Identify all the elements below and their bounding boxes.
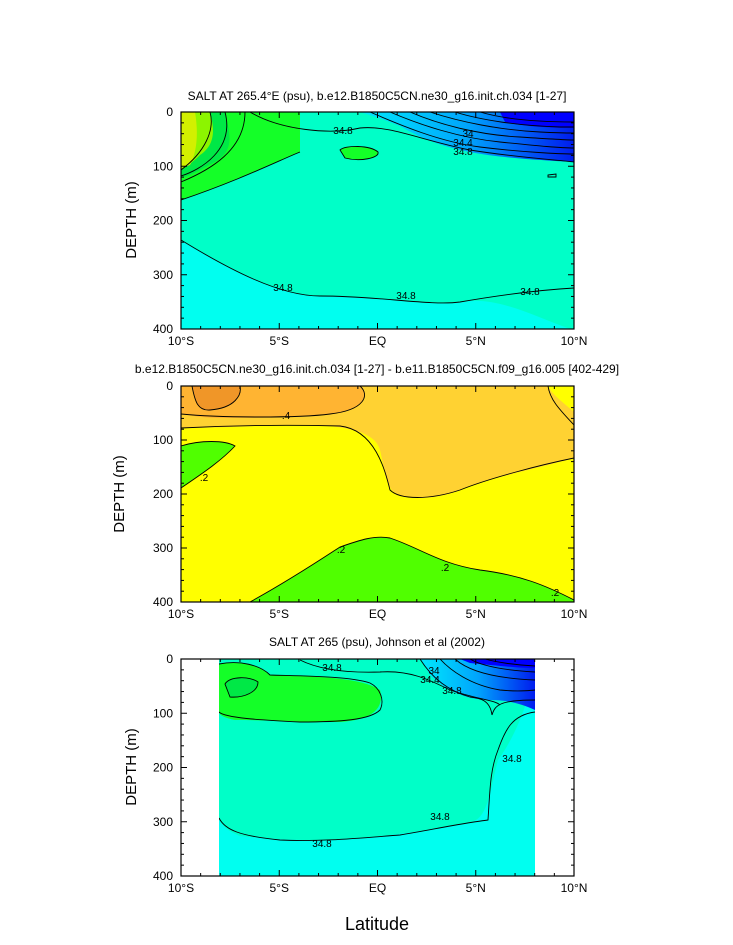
p3-clabel: 34.8	[430, 812, 450, 823]
x-tick-label: 5°N	[466, 607, 486, 621]
p1-clabel: 34	[462, 129, 474, 140]
p2-clabel: .2	[200, 473, 209, 484]
panel-3-contour-labels: 34.8 34 34.4 34.8 34.8 34.8 34.8	[312, 663, 522, 850]
panel-1: SALT AT 265.4°E (psu), b.e12.B1850C5CN.n…	[153, 89, 587, 348]
panel-2-contour-labels: .4 .2 .2 .2 .2	[200, 411, 560, 599]
p1-clabel: 34.8	[396, 291, 416, 302]
panel-1-axes: 10°S 5°S EQ 5°N 10°N 0 100 200 300 400	[153, 105, 587, 348]
panel-2: b.e12.B1850C5CN.ne30_g16.init.ch.034 [1-…	[135, 362, 619, 621]
x-axis-label: Latitude	[345, 914, 409, 934]
x-tick-label: EQ	[369, 881, 386, 895]
panel-1-title: SALT AT 265.4°E (psu), b.e12.B1850C5CN.n…	[188, 89, 567, 103]
y-tick-label: 400	[153, 322, 173, 336]
y-axis-label-1: DEPTH (m)	[123, 181, 140, 259]
y-tick-label: 100	[153, 433, 173, 447]
y-tick-label: 200	[153, 487, 173, 501]
panel-2-axes: 10°S 5°S EQ 5°N 10°N 0 100 200 300 400	[153, 379, 587, 621]
panel-3-contour-fill	[219, 659, 535, 876]
p3-clabel: 34.8	[442, 686, 462, 697]
x-tick-label: EQ	[369, 607, 386, 621]
y-tick-label: 200	[153, 214, 173, 228]
x-tick-label: 5°N	[466, 881, 486, 895]
x-tick-label: 10°S	[168, 881, 194, 895]
x-tick-label: 10°N	[561, 334, 588, 348]
x-tick-label: EQ	[369, 334, 386, 348]
p3-clabel: 34.8	[502, 754, 522, 765]
y-axis-label-2: DEPTH (m)	[111, 455, 128, 533]
p1-clabel: 34.4	[453, 138, 473, 149]
y-tick-label: 400	[153, 869, 173, 883]
x-tick-label: 10°S	[168, 607, 194, 621]
panel-3-title: SALT AT 265 (psu), Johnson et al (2002)	[269, 635, 485, 649]
p2-clabel: .2	[551, 588, 560, 599]
y-tick-label: 0	[166, 105, 173, 119]
p1-clabel: 34.8	[520, 287, 540, 298]
p1-clabel: 34.8	[333, 126, 353, 137]
p3-clabel: 34.8	[312, 839, 332, 850]
y-axis-label-3: DEPTH (m)	[123, 728, 140, 806]
y-tick-label: 300	[153, 541, 173, 555]
panel-3: SALT AT 265 (psu), Johnson et al (2002) …	[153, 635, 587, 895]
panel-2-title: b.e12.B1850C5CN.ne30_g16.init.ch.034 [1-…	[135, 362, 619, 376]
p1-clabel: 34.8	[273, 283, 293, 294]
x-tick-label: 10°N	[561, 881, 588, 895]
p3-clabel: 34.4	[420, 675, 440, 686]
panel-1-contour-labels: 34.8 34 34.4 34.8 34.8 34.8 34.8	[273, 126, 540, 302]
p3-clabel: 34.8	[322, 663, 342, 674]
panel-1-contour-lines	[181, 112, 574, 304]
y-tick-label: 400	[153, 595, 173, 609]
y-tick-label: 200	[153, 761, 173, 775]
x-tick-label: 10°S	[168, 334, 194, 348]
p3-clabel: 34	[428, 666, 440, 677]
y-tick-label: 100	[153, 159, 173, 173]
x-tick-label: 5°N	[466, 334, 486, 348]
x-tick-label: 10°N	[561, 607, 588, 621]
p2-clabel: .4	[282, 411, 291, 422]
x-tick-label: 5°S	[270, 607, 289, 621]
y-tick-label: 300	[153, 268, 173, 282]
p2-clabel: .2	[337, 545, 346, 556]
x-tick-label: 5°S	[270, 881, 289, 895]
panel-2-contour-fill	[181, 386, 574, 602]
panel-1-contour-fill	[181, 112, 574, 329]
p1-clabel: 34.8	[453, 147, 473, 158]
y-tick-label: 300	[153, 815, 173, 829]
y-tick-label: 100	[153, 706, 173, 720]
x-tick-label: 5°S	[270, 334, 289, 348]
p2-clabel: .2	[441, 563, 450, 574]
panel-3-contour-lines	[219, 659, 535, 841]
y-tick-label: 0	[166, 652, 173, 666]
panel-3-axes: 10°S 5°S EQ 5°N 10°N 0 100 200 300 400	[153, 652, 587, 895]
panel-2-contour-lines	[181, 386, 574, 602]
y-tick-label: 0	[166, 379, 173, 393]
